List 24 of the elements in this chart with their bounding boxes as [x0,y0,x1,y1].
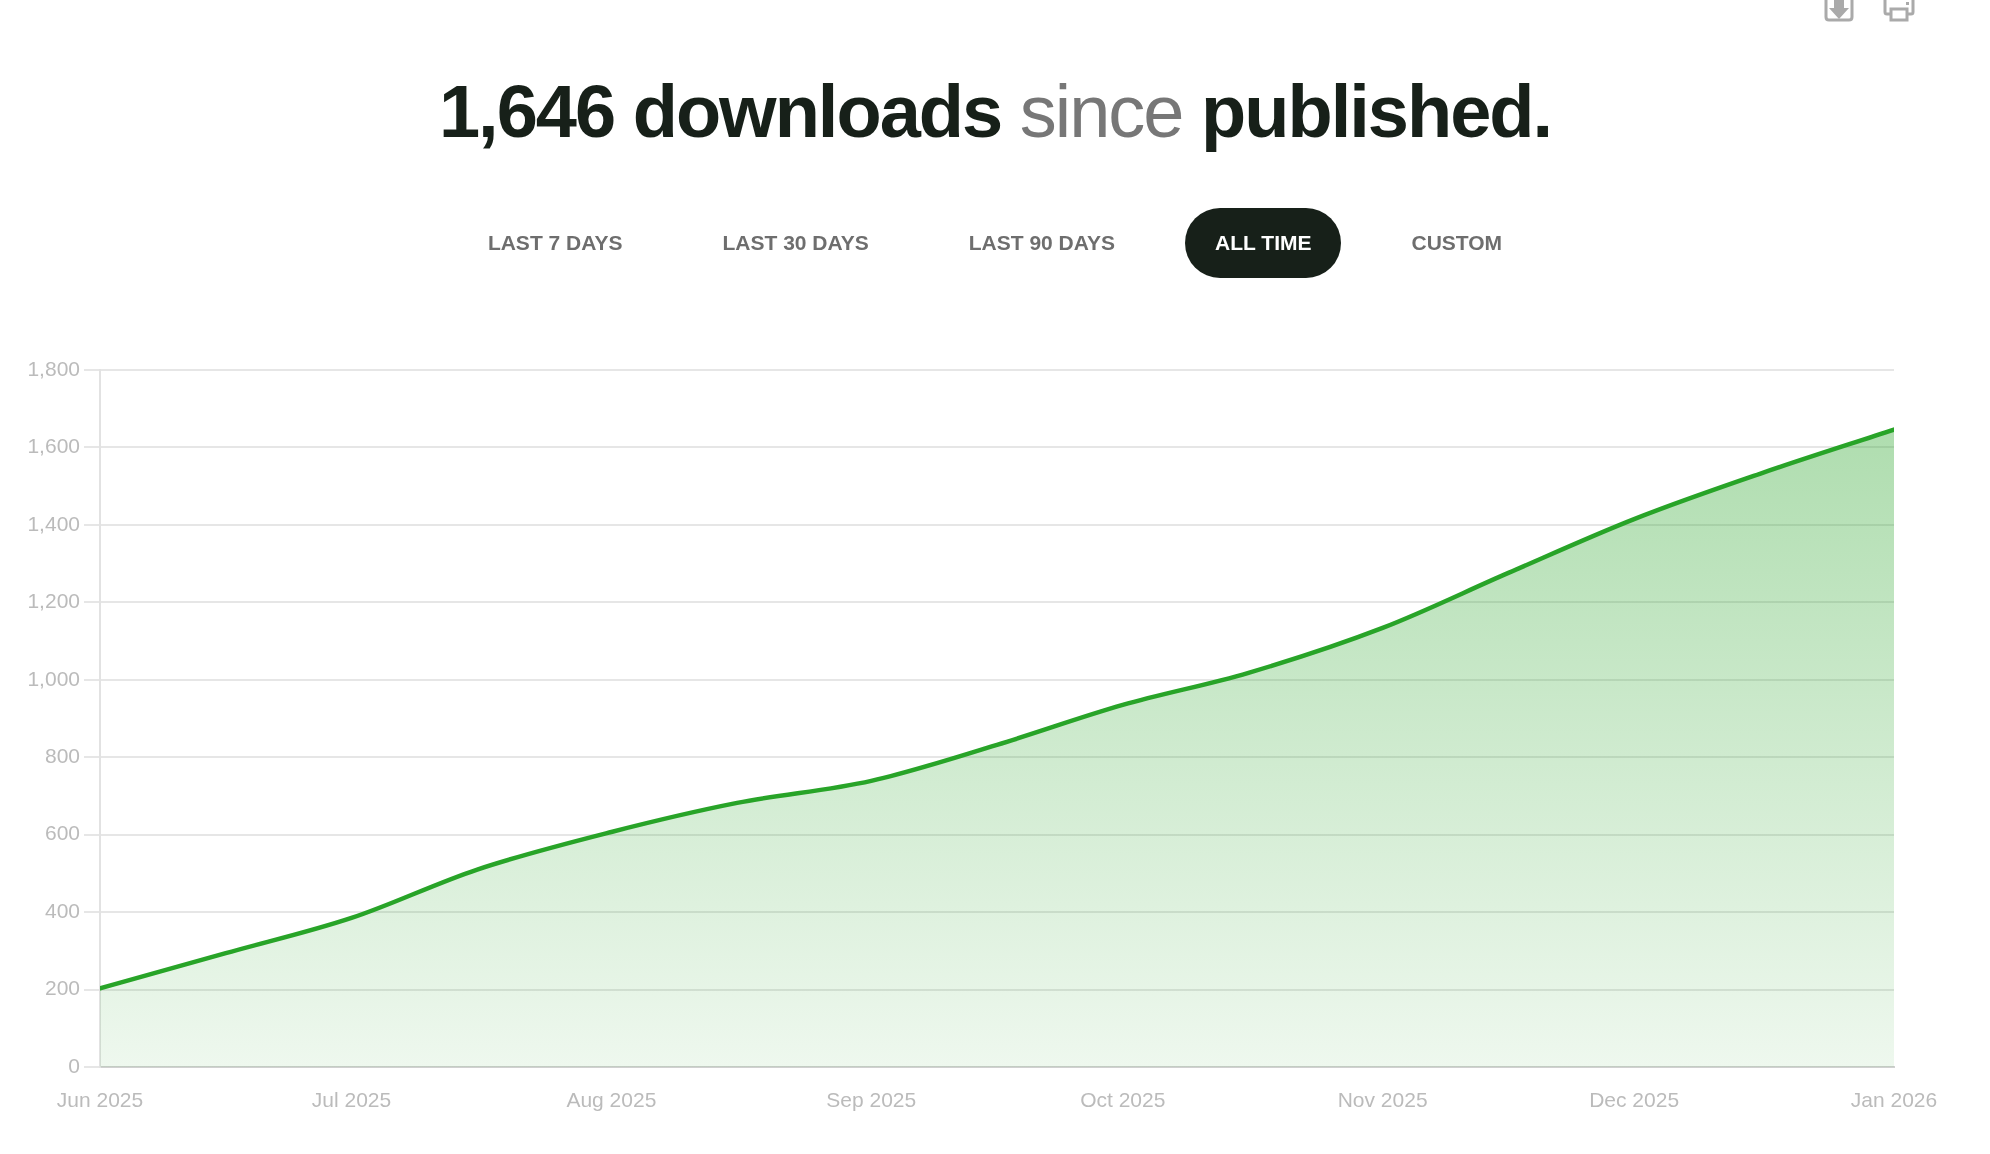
x-tick-label: Dec 2025 [1589,1088,1680,1112]
y-tick-label: 1,000 [27,666,80,690]
y-tick-label: 0 [68,1053,80,1077]
x-tick-label: Aug 2025 [566,1088,657,1112]
y-tick-label: 400 [44,898,80,922]
x-tick-label: Sep 2025 [826,1088,917,1112]
y-tick-label: 200 [44,976,80,1000]
text: LAST 7 DAYS [487,231,623,254]
text: LAST 30 DAYS [722,231,869,254]
x-tick-label: Jun 2025 [56,1088,144,1112]
text: LAST 90 DAYS [968,231,1116,254]
y-tick-label: 800 [44,744,80,768]
chart-title: 1,646 downloads since published. [438,70,1552,153]
y-tick-label: 600 [44,821,80,845]
x-tick-label: Oct 2025 [1080,1088,1166,1112]
y-tick-label: 1,400 [27,511,80,535]
pill-button: ALL TIME [1185,208,1342,278]
y-tick-label: 1,600 [27,434,80,458]
x-tick-label: Jul 2025 [311,1088,392,1112]
y-tick-label: 1,800 [27,356,80,380]
x-tick-label: Nov 2025 [1337,1088,1428,1112]
x-tick-label: Jan 2026 [1850,1088,1938,1112]
text: CUSTOM [1411,231,1503,254]
y-tick-label: 1,200 [27,589,80,613]
